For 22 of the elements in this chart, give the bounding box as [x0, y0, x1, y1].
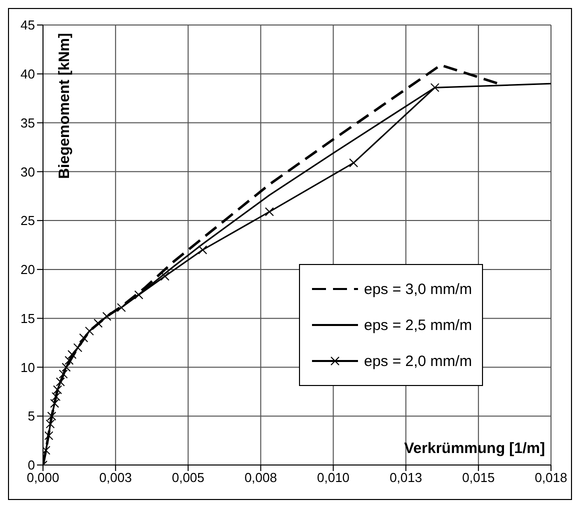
- y-tick-label: 35: [20, 115, 35, 130]
- legend-label: eps = 3,0 mm/m: [364, 280, 472, 298]
- y-tick-label: 40: [20, 66, 35, 82]
- legend-label: eps = 2,0 mm/m: [364, 352, 472, 370]
- x-tick-label: 0,003: [99, 470, 132, 486]
- x-tick-label: 0,015: [462, 470, 495, 486]
- y-tick-label: 5: [28, 408, 35, 424]
- y-tick-label: 15: [20, 310, 35, 326]
- x-tick-label: 0,010: [317, 470, 350, 486]
- y-tick-label: 45: [20, 18, 35, 33]
- x-tick-label: 0,000: [26, 470, 60, 486]
- y-tick-label: 20: [20, 262, 35, 278]
- y-tick-label: 30: [20, 164, 35, 180]
- y-tick-label: 25: [20, 213, 35, 228]
- y-tick-label: 10: [20, 360, 35, 375]
- x-tick-label: 0,005: [172, 470, 204, 486]
- y-tick-label: 0: [28, 458, 35, 473]
- x-tick-label: 0,018: [534, 470, 568, 486]
- x-tick-label: 0,008: [244, 470, 277, 486]
- y-axis-title: Biegemoment [kNm]: [56, 33, 73, 179]
- x-tick-label: 0,013: [390, 470, 422, 486]
- legend-label: eps = 2,5 mm/m: [364, 316, 472, 334]
